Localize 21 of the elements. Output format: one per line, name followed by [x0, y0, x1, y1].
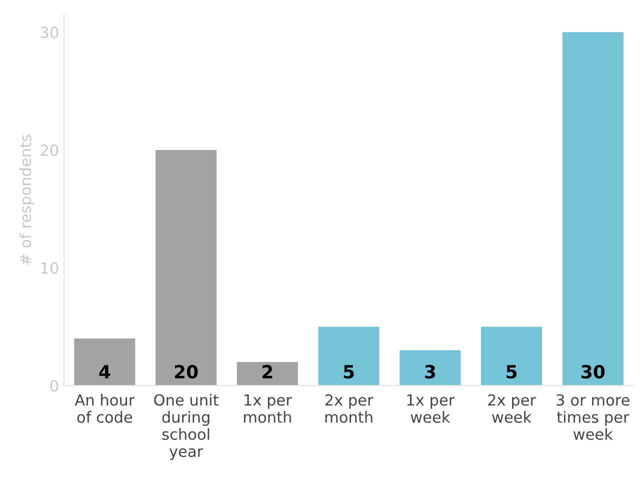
bar: [400, 350, 461, 386]
data-label: 5: [344, 365, 354, 379]
bar: [156, 150, 217, 386]
x-tick-label: 2x per week: [488, 394, 536, 423]
data-label: 20: [174, 364, 198, 379]
data-label: 3: [425, 364, 436, 379]
x-tick-label: One unit during school year: [154, 394, 218, 460]
data-label: 2: [262, 364, 272, 378]
x-tick-label: 1x per week: [407, 394, 455, 423]
bar: [562, 32, 624, 386]
data-label: 4: [99, 365, 110, 378]
x-tick-label: 1x per month: [244, 394, 292, 423]
bar: [74, 338, 136, 386]
data-label: 5: [506, 365, 517, 379]
bar: [318, 326, 380, 386]
x-tick-label: 3 or more times per week: [556, 394, 630, 440]
data-label: 30: [582, 364, 605, 379]
bar: [236, 362, 298, 386]
bar: [481, 326, 542, 386]
x-tick-label: An hour of code: [74, 394, 135, 423]
x-tick-label: 2x per month: [325, 394, 374, 423]
